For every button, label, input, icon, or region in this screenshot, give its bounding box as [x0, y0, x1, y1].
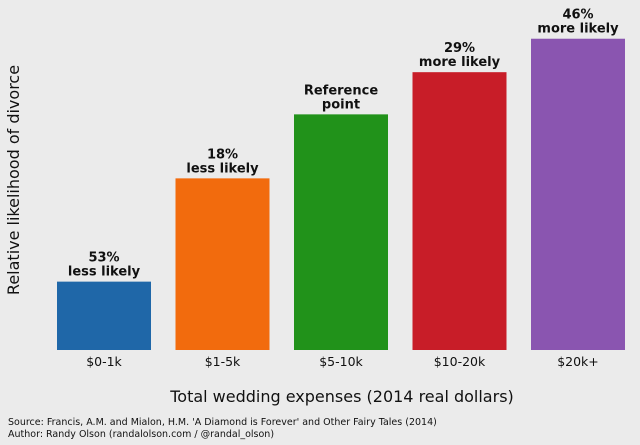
x-tick-label-2: $5-10k	[319, 354, 363, 369]
y-axis-label: Relative likelihood of divorce	[4, 65, 23, 295]
bar-4	[531, 38, 625, 351]
x-tick-label-4: $20k+	[557, 354, 599, 369]
bar-2	[294, 114, 388, 350]
bar-data-label-0-line-1: less likely	[68, 265, 141, 280]
bar-3	[412, 72, 507, 350]
bar-0	[57, 281, 151, 350]
x-axis-label: Total wedding expenses (2014 real dollar…	[169, 387, 514, 406]
bar-data-label-3-line-0: 29%	[444, 41, 475, 56]
bar-data-label-4-line-0: 46%	[562, 8, 593, 23]
bar-data-label-2-line-1: point	[322, 97, 360, 112]
bar-data-label-2-line-0: Reference	[304, 83, 378, 98]
bar-data-label-3-line-1: more likely	[419, 55, 501, 70]
bar-data-label-1-line-1: less likely	[186, 161, 259, 176]
x-tick-label-3: $10-20k	[434, 354, 486, 369]
author-note: Author: Randy Olson (randalolson.com / @…	[8, 429, 274, 440]
x-tick-label-1: $1-5k	[205, 354, 241, 369]
bar-data-label-4-line-1: more likely	[537, 22, 619, 37]
x-tick-label-0: $0-1k	[86, 354, 122, 369]
bar-1	[175, 178, 270, 350]
bar-data-label-1-line-0: 18%	[207, 147, 238, 162]
source-note: Source: Francis, A.M. and Mialon, H.M. '…	[8, 417, 437, 428]
bar-data-label-0-line-0: 53%	[88, 251, 119, 266]
